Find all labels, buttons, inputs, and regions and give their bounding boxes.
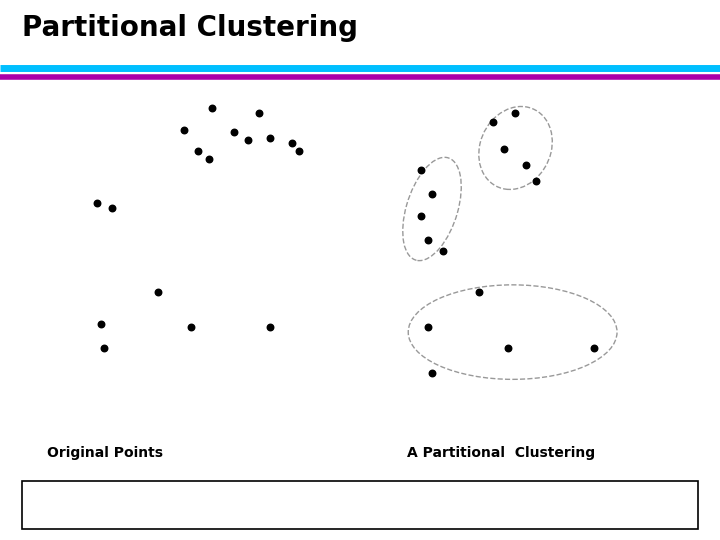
Point bbox=[95, 320, 107, 328]
Point bbox=[531, 177, 542, 185]
Point bbox=[426, 368, 438, 377]
Point bbox=[502, 344, 513, 353]
Point bbox=[91, 198, 103, 207]
Point bbox=[487, 117, 499, 126]
Point bbox=[415, 212, 427, 220]
FancyBboxPatch shape bbox=[22, 481, 698, 529]
Point bbox=[415, 166, 427, 174]
Point bbox=[185, 322, 197, 331]
Text: Introduction to Data Mining: Introduction to Data Mining bbox=[82, 500, 235, 510]
Point bbox=[178, 125, 189, 134]
Point bbox=[423, 322, 434, 331]
Point bbox=[153, 287, 164, 296]
Point bbox=[473, 287, 485, 296]
Point bbox=[203, 155, 215, 164]
Text: 4/18/2004: 4/18/2004 bbox=[403, 500, 461, 510]
Point bbox=[253, 109, 265, 118]
Text: 7: 7 bbox=[558, 500, 565, 510]
Point bbox=[243, 136, 254, 145]
Point bbox=[520, 160, 531, 169]
Point bbox=[99, 344, 110, 353]
Text: Partitional Clustering: Partitional Clustering bbox=[22, 14, 358, 42]
Point bbox=[228, 128, 240, 137]
Point bbox=[437, 247, 449, 255]
Text: Original Points: Original Points bbox=[47, 446, 163, 460]
Point bbox=[264, 133, 276, 142]
Point bbox=[207, 104, 218, 112]
Point bbox=[423, 236, 434, 245]
Point bbox=[106, 204, 117, 212]
Text: A Partitional  Clustering: A Partitional Clustering bbox=[407, 446, 595, 460]
Point bbox=[192, 147, 204, 156]
Point bbox=[293, 147, 305, 156]
Point bbox=[286, 139, 297, 147]
Point bbox=[588, 344, 600, 353]
Point bbox=[509, 109, 521, 118]
Point bbox=[426, 190, 438, 199]
Point bbox=[498, 144, 510, 153]
Point bbox=[264, 322, 276, 331]
